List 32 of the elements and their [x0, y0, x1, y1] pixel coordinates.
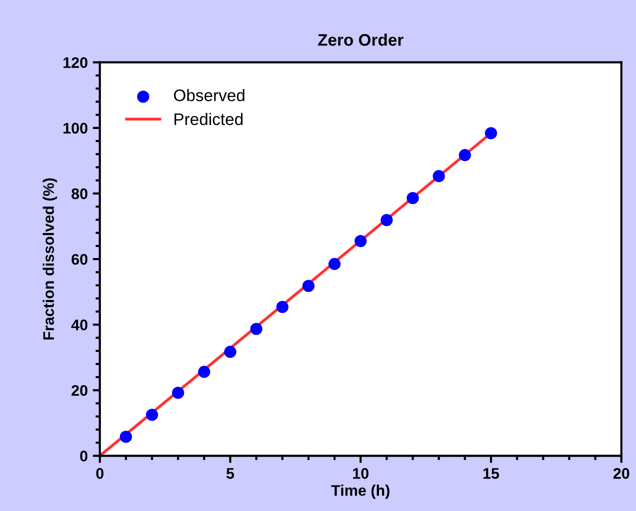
- legend-label: Observed: [174, 89, 244, 102]
- y-tick-label: 20: [72, 385, 88, 396]
- point: [250, 322, 262, 335]
- y-tick-label: 40: [71, 320, 88, 330]
- x-tick-label: 20: [613, 468, 630, 479]
- point: [354, 234, 367, 248]
- y-axis-title: Fraction dissolved (%): [42, 178, 58, 340]
- legend-label: Predicted: [174, 112, 243, 126]
- x-tick-label: 15: [483, 468, 500, 479]
- y-tick-label: 80: [72, 188, 88, 200]
- y-tick-label: 0: [80, 450, 88, 462]
- point: [224, 346, 236, 358]
- point: [458, 149, 471, 162]
- y-tick-label: 100: [64, 122, 88, 134]
- x-tick-label: 5: [226, 468, 234, 479]
- x-axis-title: Time (h): [331, 484, 390, 499]
- point: [172, 386, 184, 399]
- point: [276, 300, 288, 314]
- point: [198, 366, 210, 378]
- point: [484, 127, 498, 140]
- point: [120, 430, 132, 443]
- y-tick-label: 120: [64, 57, 88, 68]
- point: [328, 258, 341, 270]
- x-tick-label: 0: [96, 468, 104, 479]
- point: [432, 170, 445, 182]
- y-tick-label: 60: [72, 254, 88, 265]
- chart-title: Zero Order: [318, 34, 404, 46]
- point: [406, 192, 419, 204]
- x-tick-label: 10: [353, 468, 368, 479]
- point: [302, 280, 315, 292]
- point: [146, 408, 158, 421]
- point: [380, 214, 393, 226]
